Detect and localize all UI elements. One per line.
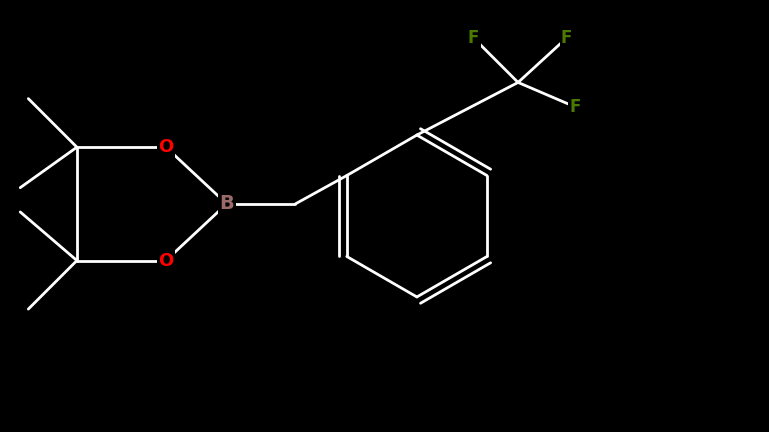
Text: B: B	[219, 194, 234, 213]
Text: F: F	[561, 29, 572, 47]
Text: O: O	[158, 138, 174, 156]
Text: F: F	[569, 98, 581, 116]
Text: O: O	[158, 251, 174, 270]
Text: F: F	[468, 29, 479, 47]
